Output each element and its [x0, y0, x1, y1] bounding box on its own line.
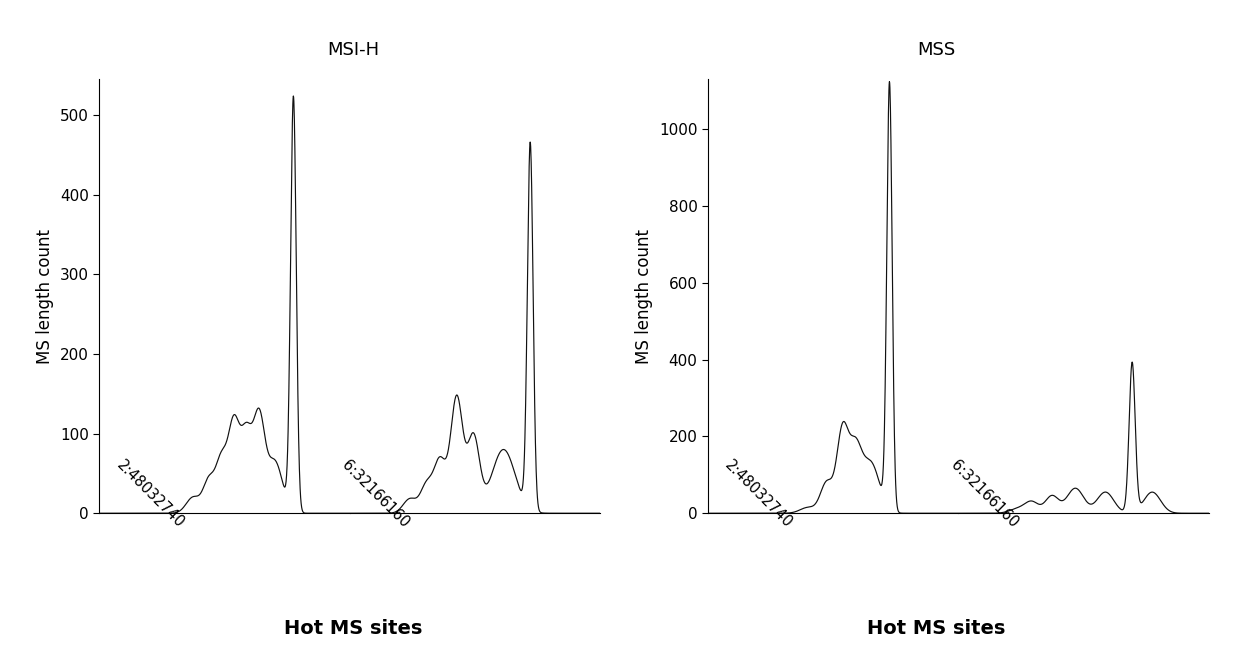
Text: MSS: MSS: [918, 41, 955, 59]
Text: 6:32166160: 6:32166160: [340, 457, 413, 530]
Text: 2:48032740: 2:48032740: [114, 457, 187, 530]
Text: Hot MS sites: Hot MS sites: [284, 619, 423, 638]
Text: MSI-H: MSI-H: [327, 41, 379, 59]
Y-axis label: MS length count: MS length count: [635, 228, 653, 364]
Text: 2:48032740: 2:48032740: [722, 457, 796, 530]
Text: Hot MS sites: Hot MS sites: [867, 619, 1006, 638]
Y-axis label: MS length count: MS length count: [36, 228, 55, 364]
Text: 6:32166160: 6:32166160: [947, 457, 1021, 530]
